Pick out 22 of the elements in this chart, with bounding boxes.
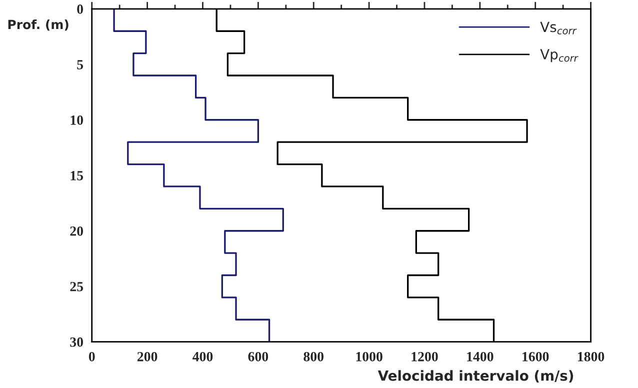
x-tick-label: 400 [192, 352, 213, 362]
x-tick-label: 800 [304, 352, 324, 362]
y-tick-label: 15 [70, 171, 84, 180]
line-series [113, 8, 284, 342]
x-tick-label: 0 [88, 352, 95, 362]
y-tick-label: 0 [77, 4, 84, 14]
x-tick-label: 1600 [522, 352, 549, 362]
x-axis-title: Velocidad intervalo (m/s) [378, 370, 574, 383]
y-tick-label: 30 [70, 337, 84, 347]
y-axis-title: Prof. (m) [8, 20, 68, 31]
y-tick-label: 5 [77, 60, 84, 70]
x-tick-label: 1200 [412, 352, 438, 362]
legend-label: Vs$_{corr}$ [540, 22, 577, 34]
y-tick-label: 10 [70, 115, 84, 125]
x-tick-label: 600 [248, 352, 268, 362]
x-tick-label: 1400 [467, 352, 494, 362]
x-tick-label: 1800 [578, 352, 604, 362]
x-tick-label: 200 [137, 352, 158, 362]
x-tick-label: 1000 [356, 352, 382, 362]
legend-label: Vp$_{corr}$ [540, 49, 578, 62]
y-tick-label: 25 [70, 282, 84, 292]
y-tick-label: 20 [70, 226, 84, 236]
